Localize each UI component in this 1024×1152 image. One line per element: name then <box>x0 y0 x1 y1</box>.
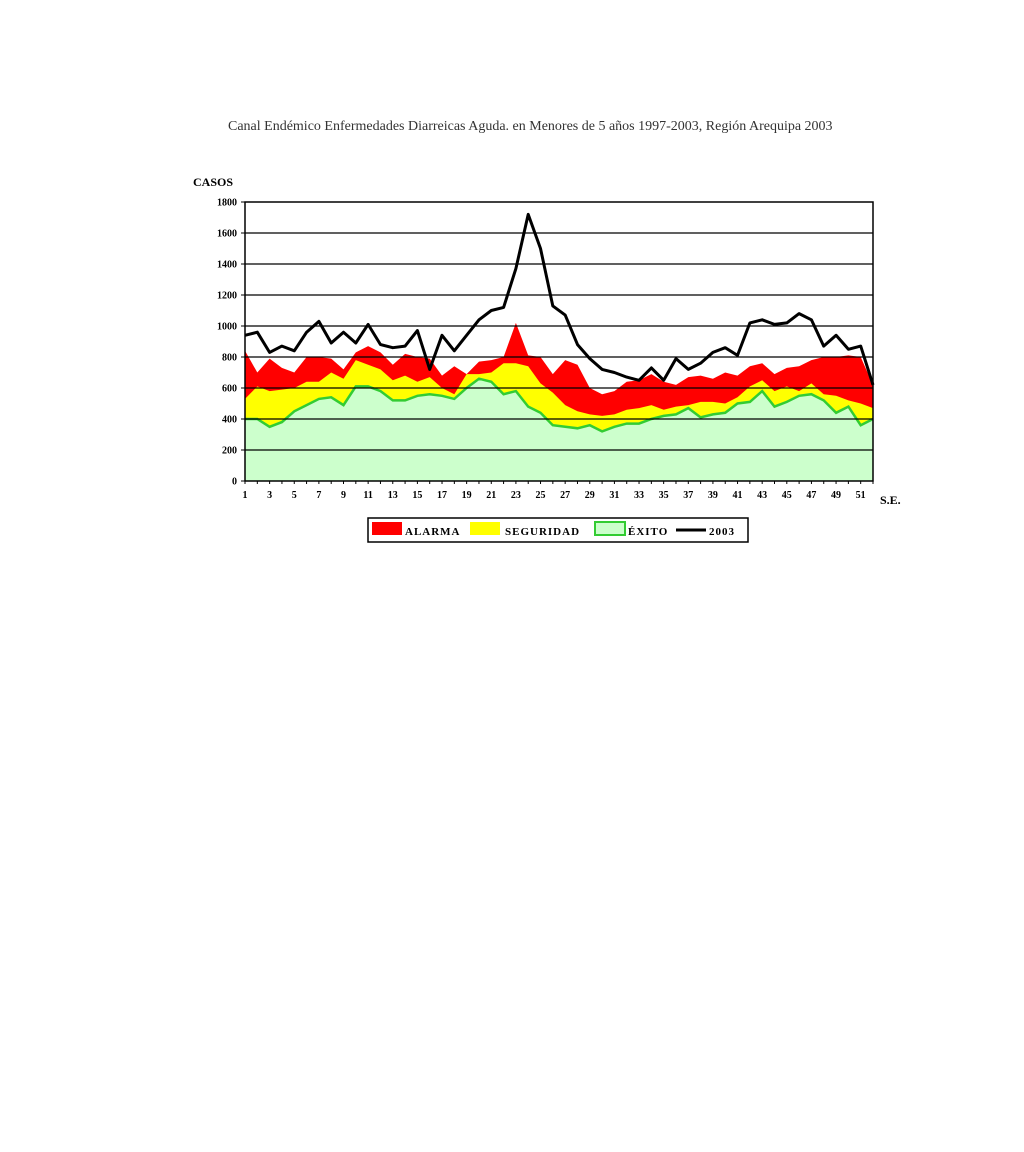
x-tick-label: 11 <box>363 490 372 501</box>
y-tick-label: 600 <box>222 384 237 395</box>
x-tick-label: 13 <box>388 490 398 501</box>
y-tick-label: 200 <box>222 446 237 457</box>
x-axis-label: S.E. <box>880 493 901 507</box>
x-tick-label: 35 <box>659 490 669 501</box>
chart-title: Canal Endémico Enfermedades Diarreicas A… <box>228 119 833 134</box>
legend-swatch-alarma <box>372 522 402 535</box>
legend-label-alarma: ALARMA <box>405 526 461 538</box>
legend-label-exito: ÉXITO <box>628 526 668 538</box>
x-tick-label: 43 <box>757 490 767 501</box>
legend: ALARMA SEGURIDAD ÉXITO 2003 <box>367 517 749 543</box>
y-tick-label: 1000 <box>217 322 237 333</box>
x-tick-label: 29 <box>585 490 595 501</box>
y-tick-label: 800 <box>222 353 237 364</box>
x-tick-label: 39 <box>708 490 718 501</box>
y-tick-label: 0 <box>232 477 237 488</box>
y-tick-label: 1600 <box>217 229 237 240</box>
y-tick-label: 1400 <box>217 260 237 271</box>
x-tick-label: 17 <box>437 490 447 501</box>
x-tick-label: 15 <box>412 490 422 501</box>
y-tick-label: 1800 <box>217 198 237 209</box>
x-tick-label: 19 <box>462 490 472 501</box>
x-tick-label: 5 <box>292 490 297 501</box>
series-line-exito <box>245 377 874 433</box>
x-tick-label: 47 <box>806 490 816 501</box>
x-tick-label: 25 <box>536 490 546 501</box>
x-tick-label: 45 <box>782 490 792 501</box>
x-tick-label: 33 <box>634 490 644 501</box>
x-tick-label: 41 <box>733 490 743 501</box>
x-tick-label: 37 <box>683 490 693 501</box>
x-tick-label: 7 <box>316 490 321 501</box>
plot-frame <box>244 201 874 482</box>
series-area-exito <box>245 378 873 481</box>
x-tick-label: 31 <box>609 490 619 501</box>
series-line-2003 <box>244 212 875 386</box>
legend-label-seguridad: SEGURIDAD <box>505 526 580 538</box>
x-tick-label: 23 <box>511 490 521 501</box>
legend-label-2003: 2003 <box>709 526 735 538</box>
x-tick-label: 51 <box>856 490 866 501</box>
x-tick-label: 21 <box>486 490 496 501</box>
y-axis-label: CASOS <box>193 175 233 189</box>
y-tick-label: 400 <box>222 415 237 426</box>
x-tick-label: 1 <box>243 490 248 501</box>
legend-swatch-seguridad <box>470 522 500 535</box>
y-tick-label: 1200 <box>217 291 237 302</box>
x-tick-label: 49 <box>831 490 841 501</box>
x-tick-label: 27 <box>560 490 570 501</box>
legend-swatch-exito <box>594 521 626 536</box>
x-tick-label: 3 <box>267 490 272 501</box>
x-tick-label: 9 <box>341 490 346 501</box>
